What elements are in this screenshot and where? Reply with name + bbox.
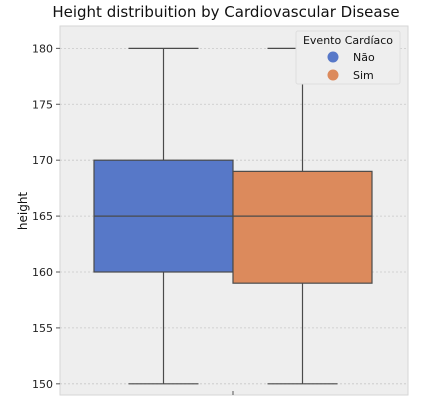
legend-marker xyxy=(327,69,339,81)
legend-title: Evento Cardíaco xyxy=(303,34,393,47)
y-tick-label: 180 xyxy=(32,42,53,55)
box-nao xyxy=(93,47,234,385)
y-tick-label: 165 xyxy=(32,210,53,223)
y-tick-label: 175 xyxy=(32,98,53,111)
y-axis: 150 155 160 165 170 175 180 xyxy=(32,42,60,391)
y-tick-label: 160 xyxy=(32,266,53,279)
y-axis-label: height xyxy=(16,192,30,231)
boxes xyxy=(93,47,373,385)
iqr-box xyxy=(232,170,373,284)
legend-label: Não xyxy=(353,51,375,64)
legend-box xyxy=(295,30,401,85)
legend-marker xyxy=(327,51,339,63)
y-tick-label: 155 xyxy=(32,322,53,335)
y-tick-label: 150 xyxy=(32,378,53,391)
y-tick-label: 170 xyxy=(32,154,53,167)
legend-label: Sim xyxy=(353,69,374,82)
chart-title: Height distribuition by Cardiovascular D… xyxy=(52,3,399,21)
legend-items: Não Sim xyxy=(327,51,375,82)
legend: Evento Cardíaco Não Sim xyxy=(295,30,401,85)
